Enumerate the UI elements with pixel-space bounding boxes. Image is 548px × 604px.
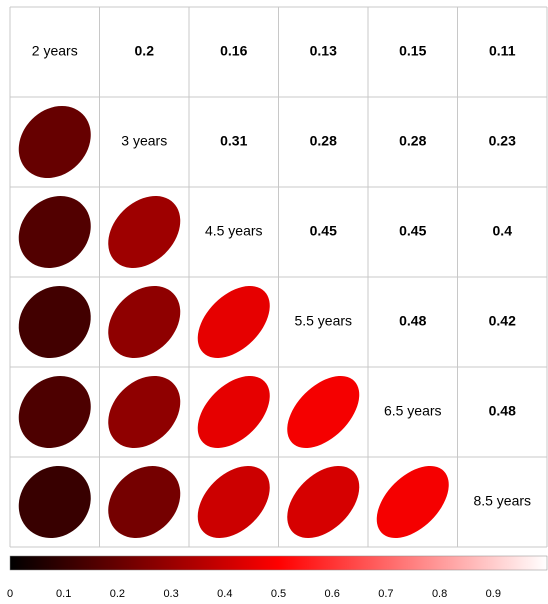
diagonal-label: 4.5 years <box>205 223 263 239</box>
colorbar-tick-label: 0.7 <box>378 588 393 600</box>
colorbar <box>9 555 548 571</box>
correlation-value: 0.28 <box>399 133 426 149</box>
diagonal-label: 5.5 years <box>294 313 352 329</box>
correlation-ellipse <box>18 286 91 359</box>
colorbar-tick-label: 0.1 <box>56 588 71 600</box>
correlation-value: 0.45 <box>399 223 426 239</box>
diagonal-label: 6.5 years <box>384 403 442 419</box>
correlation-ellipse <box>197 376 270 449</box>
colorbar-tick-label: 0.5 <box>271 588 286 600</box>
correlation-ellipse <box>197 466 270 539</box>
colorbar-tick-label: 0.3 <box>163 588 178 600</box>
colorbar-tick-label: 0.9 <box>486 588 501 600</box>
correlation-value: 0.2 <box>135 43 155 59</box>
correlation-ellipse <box>108 286 181 359</box>
correlation-value: 0.15 <box>399 43 426 59</box>
correlation-value: 0.45 <box>310 223 337 239</box>
correlation-value: 0.16 <box>220 43 247 59</box>
correlation-value: 0.11 <box>489 43 516 59</box>
correlation-ellipse <box>287 466 360 539</box>
correlation-ellipse <box>18 106 91 178</box>
correlation-ellipse <box>108 466 181 539</box>
correlation-ellipse <box>108 376 181 449</box>
correlation-value: 0.4 <box>493 223 513 239</box>
correlation-value: 0.48 <box>489 403 516 419</box>
correlation-value: 0.31 <box>220 133 247 149</box>
correlation-value: 0.42 <box>489 313 516 329</box>
correlation-value: 0.13 <box>310 43 337 59</box>
correlation-ellipse <box>197 286 270 359</box>
correlation-ellipse <box>376 466 449 539</box>
correlation-ellipse <box>18 196 91 269</box>
colorbar-tick-label: 0.2 <box>110 588 125 600</box>
correlation-ellipse <box>18 465 91 538</box>
colorbar-tick-label: 0 <box>7 588 13 600</box>
correlation-ellipse <box>108 196 181 269</box>
correlation-value: 0.28 <box>310 133 337 149</box>
correlation-value: 0.23 <box>489 133 516 149</box>
colorbar-tick-label: 0.6 <box>325 588 340 600</box>
colorbar-tick-label: 0.8 <box>432 588 447 600</box>
colorbar-tick-label: 0.4 <box>217 588 232 600</box>
diagonal-label: 2 years <box>32 43 78 59</box>
correlation-ellipse <box>18 375 91 448</box>
correlation-value: 0.48 <box>399 313 426 329</box>
correlation-ellipse <box>287 376 360 449</box>
diagonal-label: 3 years <box>121 133 167 149</box>
diagonal-label: 8.5 years <box>473 493 531 509</box>
